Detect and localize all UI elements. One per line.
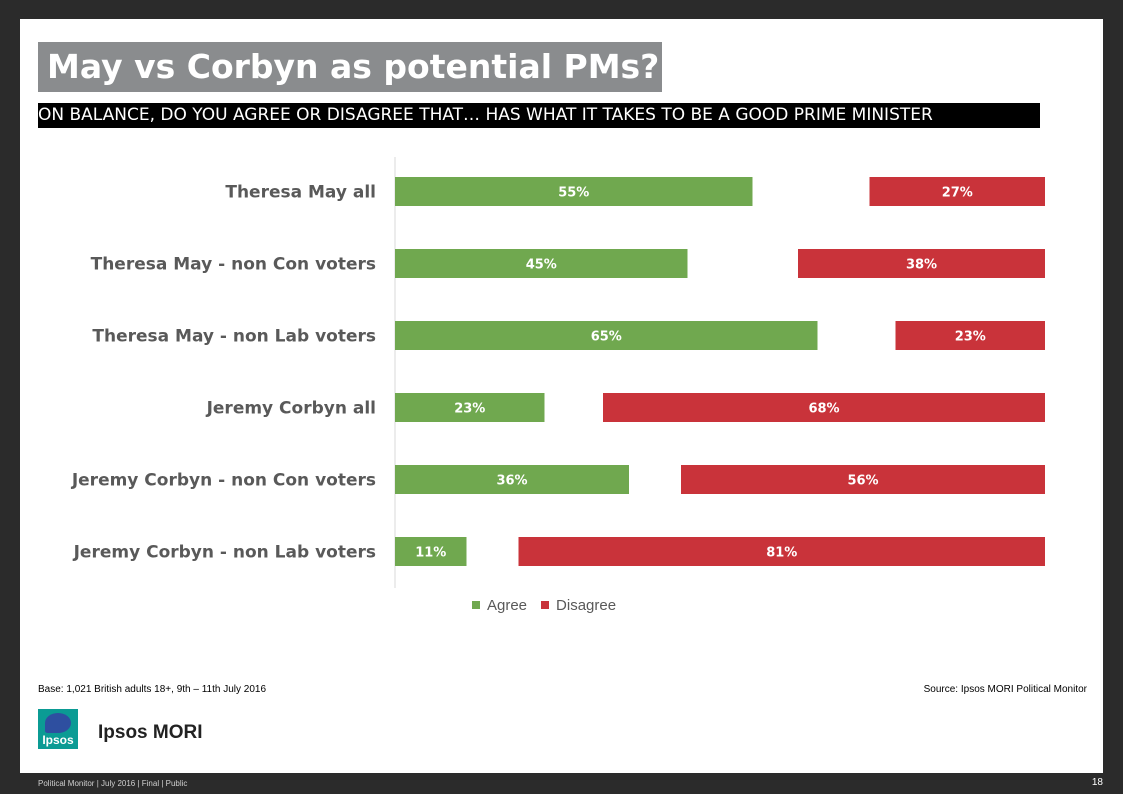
category-label: Jeremy Corbyn - non Con voters xyxy=(71,471,376,491)
legend-item-agree: Agree xyxy=(472,597,527,614)
disagree-value-label: 23% xyxy=(955,330,986,345)
disagree-value-label: 68% xyxy=(808,402,839,417)
disagree-bar xyxy=(869,177,1045,206)
disagree-value-label: 81% xyxy=(766,546,797,561)
ipsos-logo-icon: Ipsos xyxy=(38,709,78,749)
agree-bar xyxy=(395,249,688,278)
category-label: Theresa May - non Lab voters xyxy=(92,327,376,347)
agree-bar xyxy=(395,177,753,206)
logo-bubble-icon xyxy=(45,713,71,733)
legend-swatch-disagree xyxy=(541,601,550,609)
agree-value-label: 36% xyxy=(496,474,527,489)
category-label: Theresa May all xyxy=(225,183,376,203)
disagree-bar xyxy=(798,249,1045,278)
category-label: Jeremy Corbyn - non Lab voters xyxy=(73,543,376,563)
agree-value-label: 55% xyxy=(558,186,589,201)
legend-label-disagree: Disagree xyxy=(556,596,617,614)
logo-text: Ipsos xyxy=(42,733,74,747)
footer-text: Political Monitor | July 2016 | Final | … xyxy=(38,779,188,788)
page-number: 18 xyxy=(1091,777,1103,788)
legend-item-disagree: Disagree xyxy=(541,597,616,614)
disagree-value-label: 27% xyxy=(942,186,973,201)
agree-bar xyxy=(395,321,818,350)
brand-name: Ipsos MORI xyxy=(98,722,203,743)
agree-bar xyxy=(395,465,629,494)
disagree-bar xyxy=(681,465,1045,494)
disagree-value-label: 56% xyxy=(847,474,878,489)
agree-bar xyxy=(395,537,467,566)
base-note: Base: 1,021 British adults 18+, 9th – 11… xyxy=(38,684,267,695)
disagree-value-label: 38% xyxy=(906,258,937,273)
disagree-bar xyxy=(895,321,1045,350)
question-banner: ON BALANCE, DO YOU AGREE OR DISAGREE THA… xyxy=(38,103,1040,128)
agree-value-label: 65% xyxy=(591,330,622,345)
legend-swatch-agree xyxy=(472,601,480,609)
agree-value-label: 23% xyxy=(454,402,485,417)
category-label: Theresa May - non Con voters xyxy=(91,255,376,275)
legend: Agree Disagree xyxy=(472,595,616,615)
legend-label-agree: Agree xyxy=(487,596,528,614)
disagree-bar xyxy=(603,393,1045,422)
agree-bar xyxy=(395,393,545,422)
agree-value-label: 11% xyxy=(415,546,446,561)
page-title: May vs Corbyn as potential PMs? xyxy=(38,42,662,92)
category-label: Jeremy Corbyn all xyxy=(206,399,376,419)
source-note: Source: Ipsos MORI Political Monitor xyxy=(923,684,1087,695)
agree-value-label: 45% xyxy=(526,258,557,273)
disagree-bar xyxy=(518,537,1045,566)
